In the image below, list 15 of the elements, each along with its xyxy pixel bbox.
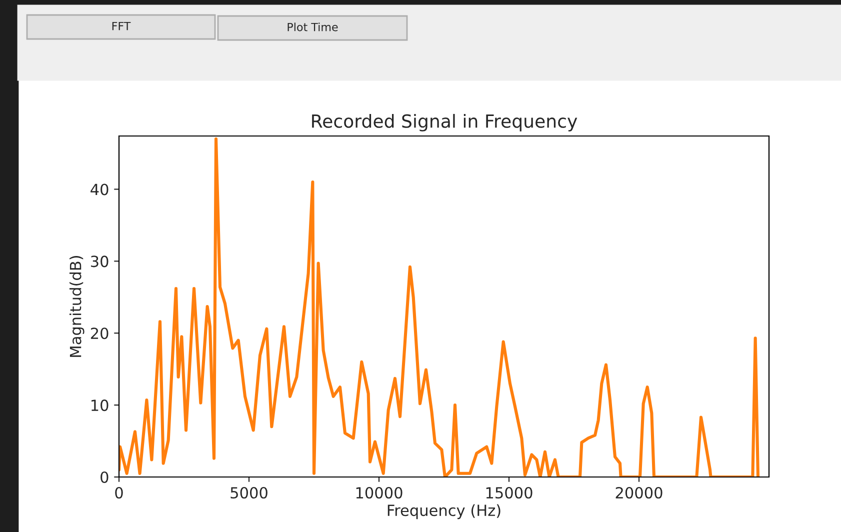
y-axis-title: Magnitud(dB): [69, 256, 84, 357]
chart-title: Recorded Signal in Frequency: [312, 114, 578, 132]
x-axis-title: Frequency (Hz): [388, 504, 500, 520]
x-tick-label: 15000: [486, 486, 532, 499]
x-tick-label: 5000: [230, 486, 268, 499]
y-tick-label: 40: [90, 184, 108, 196]
y-tick-label: 10: [92, 400, 108, 412]
text: FFT: [112, 22, 131, 30]
y-tick-label: 30: [91, 256, 108, 268]
y-tick-label: 20: [90, 328, 108, 340]
x-tick-label: 20000: [616, 486, 662, 499]
y-tick-label: 0: [100, 471, 108, 484]
text: Plot Time: [288, 22, 338, 32]
x-tick-label: 0: [115, 486, 123, 499]
x-tick-label: 10000: [356, 486, 402, 499]
